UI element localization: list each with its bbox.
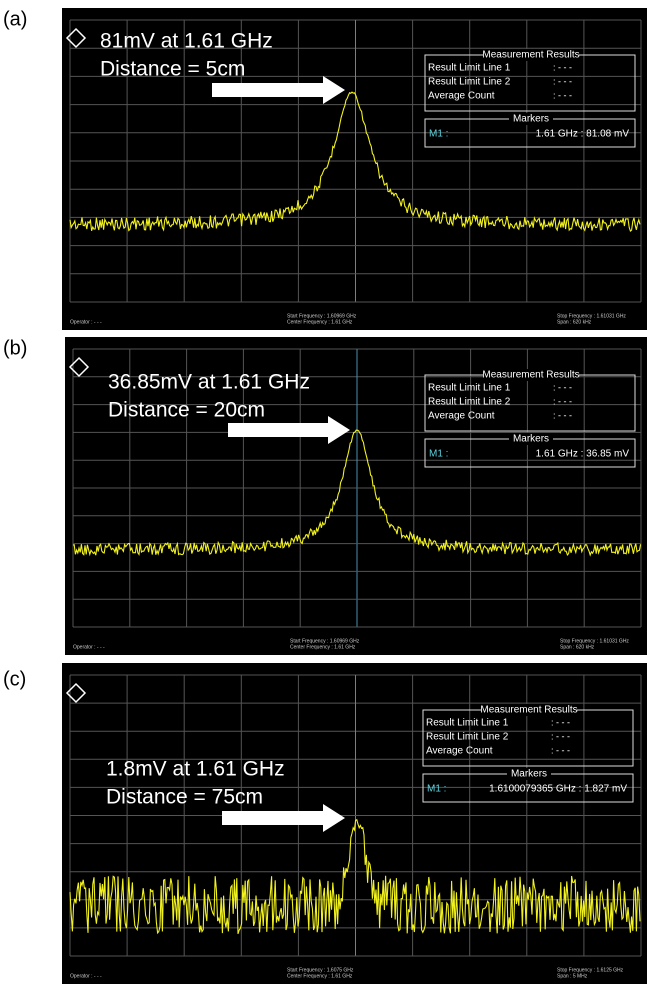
result-name: Result Limit Line 2 [428, 397, 511, 408]
result-value: : - - - [553, 382, 572, 392]
span: Span : 620 kHz [557, 319, 592, 325]
markers-title: Markers [513, 434, 549, 445]
center-frequency: Center Frequency : 1.61 GHz [290, 644, 356, 650]
markers-title: Markers [511, 769, 547, 780]
panel-label: (b) [3, 337, 27, 359]
page: {"panels": [ {"label": "(a)", "annotatio… [0, 0, 647, 984]
result-name: Average Count [428, 91, 495, 102]
marker-id: M1 : [427, 784, 446, 795]
marker-value: 1.61 GHz : 36.85 mV [536, 449, 630, 460]
result-value: : - - - [553, 90, 572, 100]
figure: (a) 81mV at 1.61 GHz Distance = 5cm Measure… [0, 0, 647, 984]
annotation: Distance = 5cm [100, 58, 245, 81]
result-value: : - - - [551, 745, 570, 755]
result-value: : - - - [553, 76, 572, 86]
results-title: Measurement Results [480, 705, 577, 716]
results-title: Measurement Results [482, 370, 579, 381]
panel-label: (a) [3, 8, 27, 30]
panel-label: (c) [3, 668, 26, 690]
markers-title: Markers [513, 114, 549, 125]
span: Span : 5 MHz [557, 973, 588, 979]
center-frequency: Center Frequency : 1.61 GHz [287, 319, 353, 325]
marker-id: M1 : [429, 129, 448, 140]
result-name: Result Limit Line 1 [426, 718, 509, 729]
operator: Operator : - - - [73, 644, 105, 650]
annotation: 36.85mV at 1.61 GHz [108, 371, 310, 394]
result-value: : - - - [551, 731, 570, 741]
span: Span : 620 kHz [560, 644, 595, 650]
operator: Operator : - - - [70, 973, 102, 979]
marker-value: 1.61 GHz : 81.08 mV [536, 129, 630, 140]
result-value: : - - - [553, 410, 572, 420]
result-name: Average Count [428, 411, 495, 422]
result-value: : - - - [553, 62, 572, 72]
marker-value: 1.6100079365 GHz : 1.827 mV [489, 784, 627, 795]
annotation: Distance = 75cm [106, 786, 263, 809]
marker-id: M1 : [429, 449, 448, 460]
result-value: : - - - [553, 396, 572, 406]
operator: Operator : - - - [70, 319, 102, 325]
center-frequency: Center Frequency : 1.61 GHz [287, 973, 353, 979]
result-value: : - - - [551, 717, 570, 727]
annotation: 81mV at 1.61 GHz [100, 30, 273, 53]
result-name: Result Limit Line 2 [426, 732, 509, 743]
result-name: Average Count [426, 746, 493, 757]
result-name: Result Limit Line 1 [428, 63, 511, 74]
result-name: Result Limit Line 1 [428, 383, 511, 394]
annotation: 1.8mV at 1.61 GHz [106, 758, 285, 781]
results-title: Measurement Results [482, 50, 579, 61]
result-name: Result Limit Line 2 [428, 77, 511, 88]
annotation: Distance = 20cm [108, 399, 265, 422]
